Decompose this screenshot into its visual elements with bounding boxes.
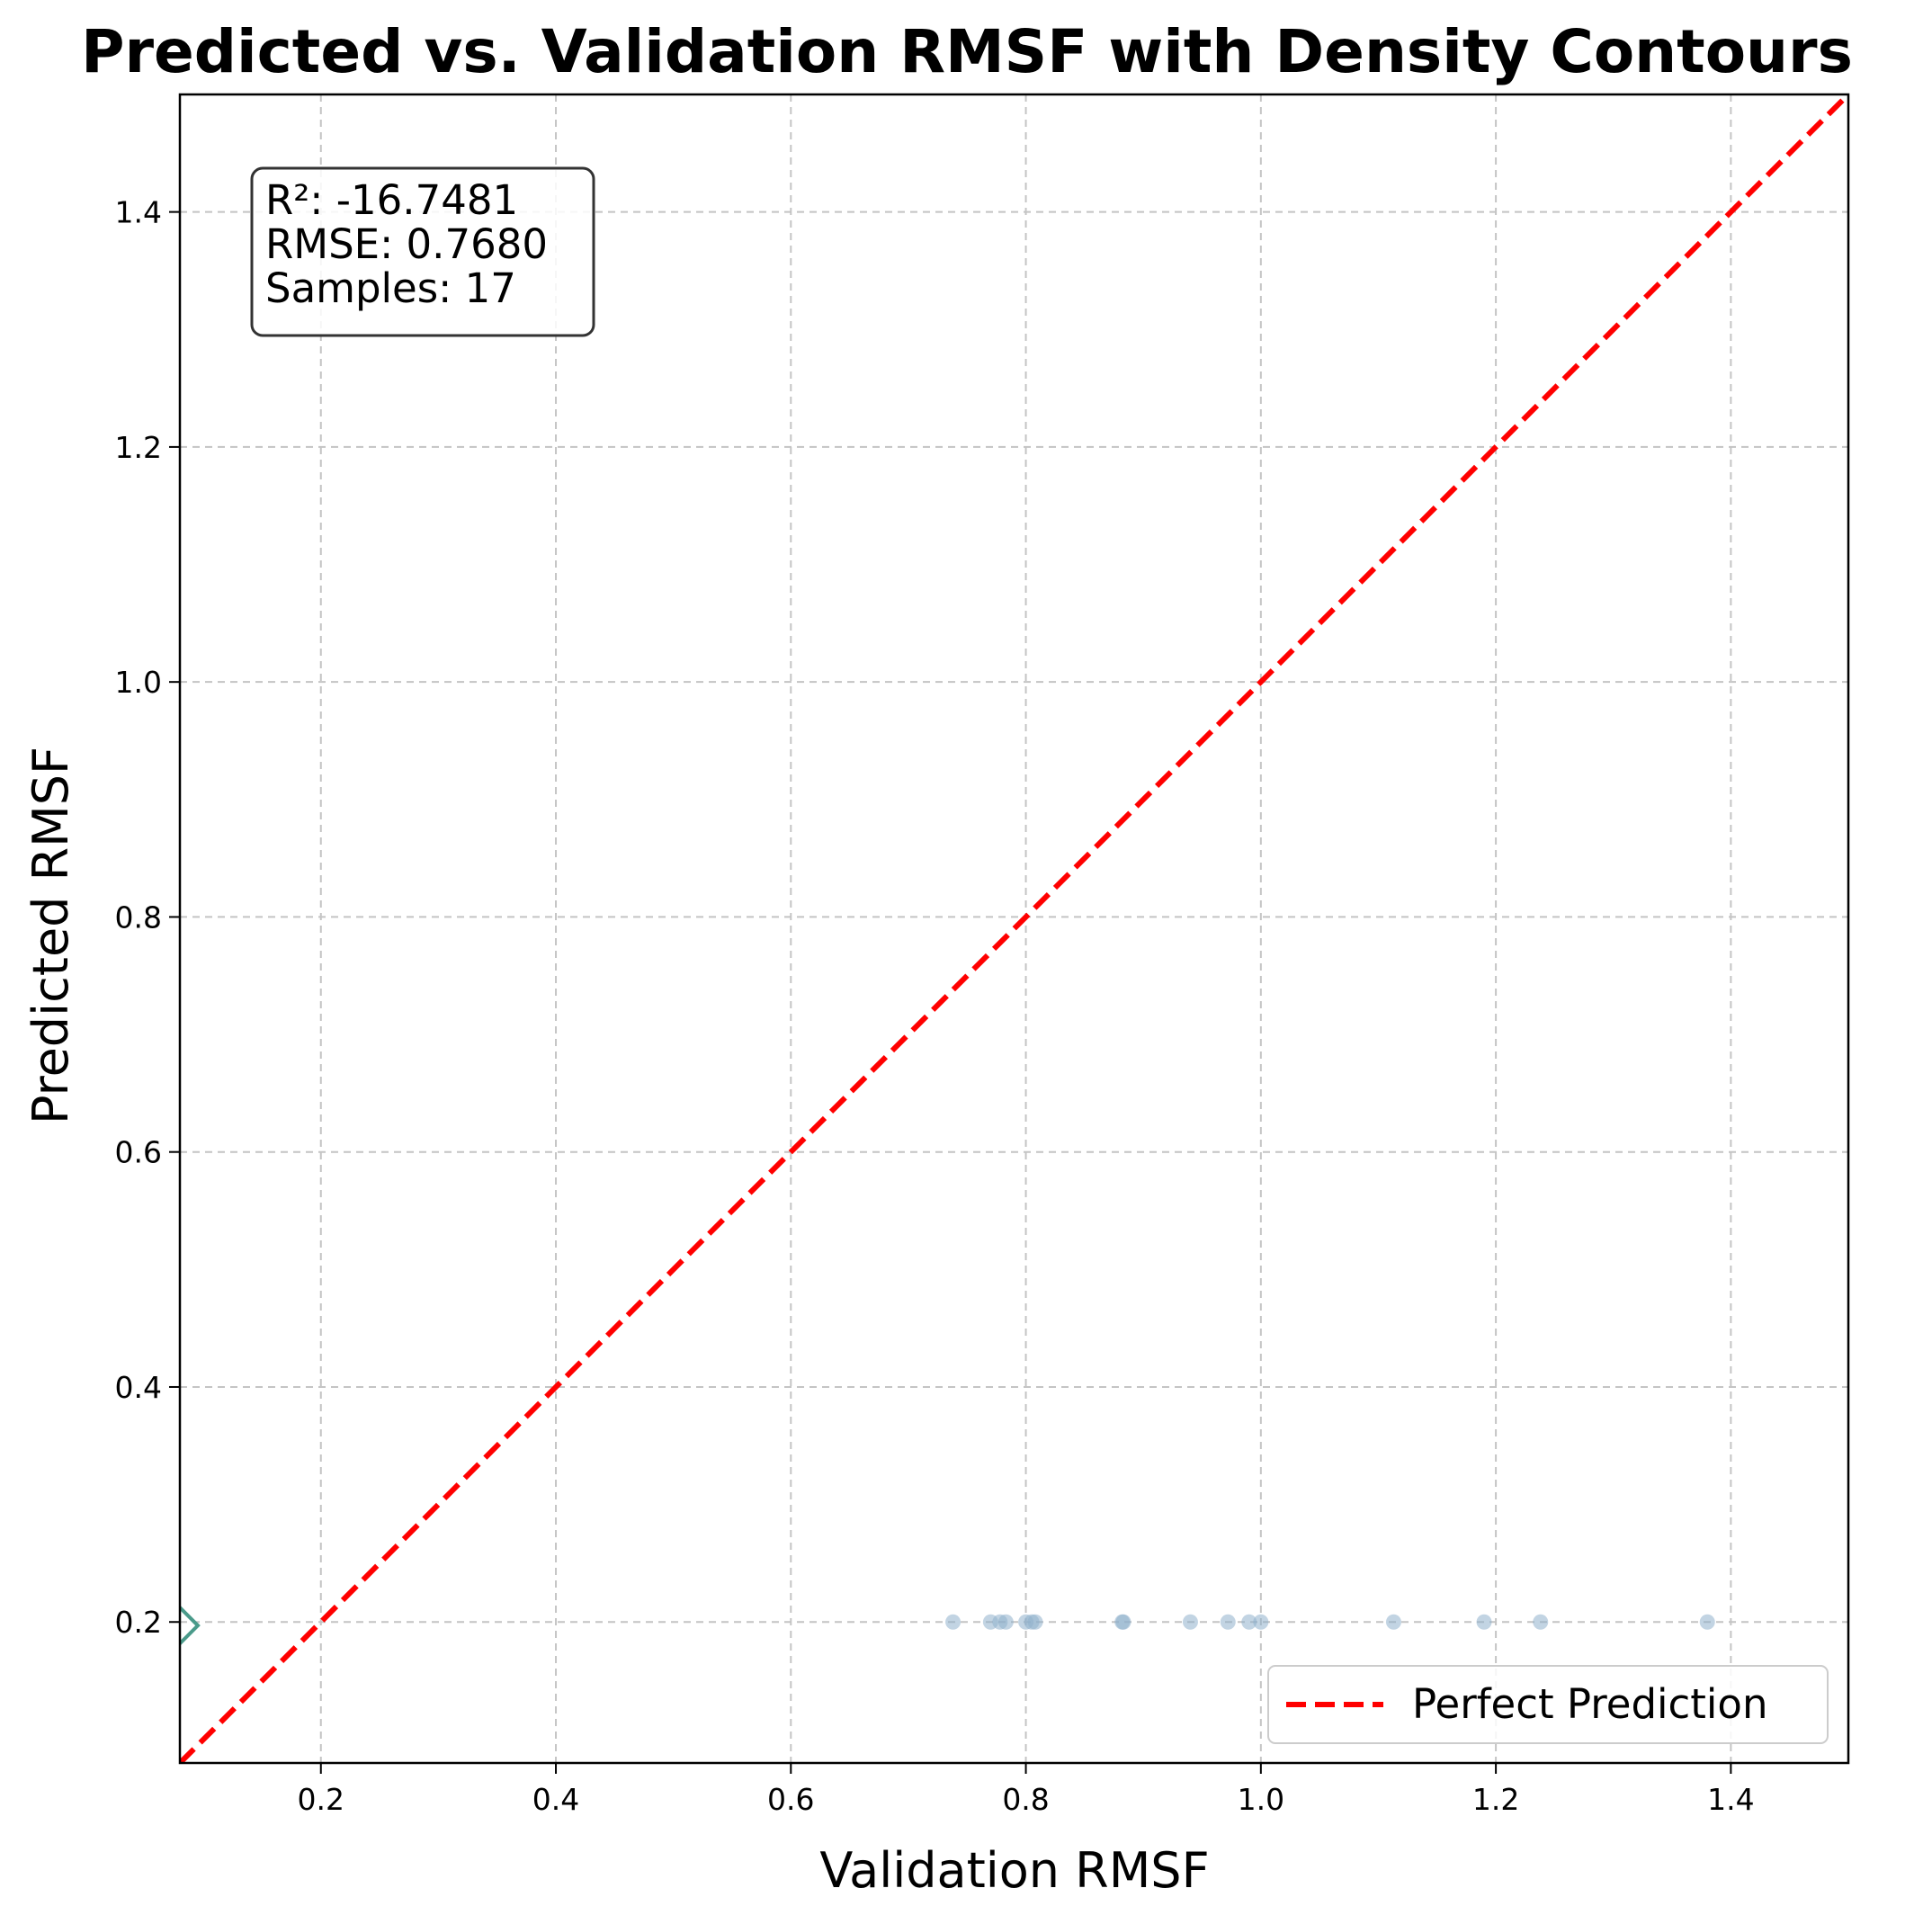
stats-box-frame: [250, 166, 595, 337]
data-point: [1027, 1614, 1043, 1630]
data-point: [1699, 1614, 1715, 1630]
plot-frame: [178, 93, 1850, 1765]
data-point: [1476, 1614, 1492, 1630]
grid: [180, 94, 1848, 1763]
axis-ticks: 0.2 0.4 0.6 0.8 1.0 1.2 1.4 0.2 0.4 0.6 0.8 1.0 1.2 1…: [115, 195, 1755, 1817]
data-point: [1241, 1614, 1257, 1630]
perfect-prediction-line: [180, 94, 1848, 1763]
y-tick-label: 0.6: [115, 1135, 162, 1170]
x-tick-label: 0.4: [532, 1782, 579, 1817]
data-point: [1385, 1614, 1401, 1630]
y-tick-label: 1.0: [115, 665, 162, 700]
data-point: [1253, 1614, 1269, 1630]
x-tick-label: 1.0: [1238, 1782, 1284, 1817]
y-tick-label: 0.8: [115, 899, 162, 935]
y-tick-label: 0.4: [115, 1370, 162, 1405]
stats-line: R²: -16.7481: [265, 176, 518, 224]
data-point: [945, 1614, 962, 1630]
y-tick-label: 1.2: [115, 430, 162, 465]
data-point: [1533, 1614, 1549, 1630]
x-tick-label: 0.2: [298, 1782, 344, 1817]
x-tick-label: 1.4: [1707, 1782, 1754, 1817]
x-tick-label: 0.6: [767, 1782, 814, 1817]
chart-title: Predicted vs. Validation RMSF with Densi…: [81, 17, 1853, 86]
data-point: [1220, 1614, 1236, 1630]
y-axis-label: Predicted RMSF: [22, 747, 79, 1124]
legend-frame: [1267, 1665, 1829, 1744]
data-point: [1182, 1614, 1198, 1630]
stats-line: Samples: 17: [265, 264, 516, 312]
density-contour: [180, 1605, 201, 1646]
data-point: [1115, 1614, 1131, 1630]
x-tick-label: 1.2: [1472, 1782, 1519, 1817]
y-tick-label: 1.4: [115, 195, 162, 230]
y-tick-label: 0.2: [115, 1605, 162, 1640]
data-point: [997, 1614, 1014, 1630]
legend: Perfect Prediction: [1267, 1665, 1829, 1744]
x-tick-label: 0.8: [1002, 1782, 1049, 1817]
plot-content: [180, 94, 1848, 1763]
x-axis-label: Validation RMSF: [819, 1842, 1209, 1899]
stats-line: RMSE: 0.7680: [265, 220, 548, 268]
legend-label: Perfect Prediction: [1412, 1680, 1768, 1728]
